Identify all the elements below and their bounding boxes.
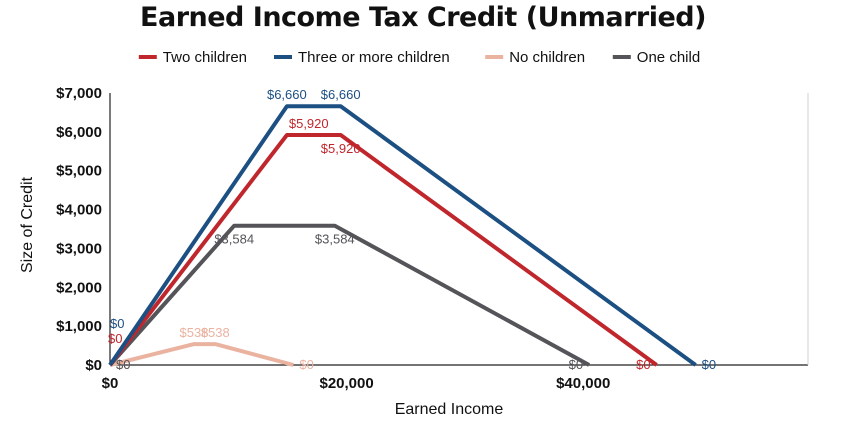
y-tick-label: $1,000 [56,318,102,335]
data-label: $0 [108,331,122,346]
data-labels: $0$5,920$5,920$0$0$6,660 $6,660$0$0$538$5… [108,87,716,372]
legend-item: Two children [138,49,247,66]
legend-label: Three or more children [298,49,450,66]
y-tick-label: $6,000 [56,124,102,141]
series-lines [108,104,697,367]
series-line-two-children [108,133,658,367]
data-label: $0 [636,357,650,372]
x-tick-label: $40,000 [556,375,610,392]
data-label: $5,920 [321,141,361,156]
data-label: $5,920 [289,116,329,131]
y-tick-label: $7,000 [56,85,102,102]
data-label: $0 [110,316,124,331]
data-label: $538 [180,325,209,340]
y-tick-label: $5,000 [56,163,102,180]
legend-label: Two children [163,49,247,66]
data-label: $538 [201,325,230,340]
y-tick-label: $4,000 [56,202,102,219]
data-label: $0 [116,357,130,372]
y-tick-label: $3,000 [56,240,102,257]
x-tick-label: $20,000 [319,375,373,392]
data-label: $0 [569,357,583,372]
chart-title: Earned Income Tax Credit (Unmarried) [140,2,706,33]
y-tick-label: $0 [85,357,102,374]
y-tick-label: $2,000 [56,279,102,296]
legend-label: No children [509,49,585,66]
axes: $0 $1,000 $2,000 $3,000 $4,000 $5,000 $6,000 $7… [56,85,809,392]
legend-item: No children [485,49,585,66]
data-label: $0 [299,357,313,372]
data-label: $3,584 [315,232,355,247]
data-label: $6,660 [267,87,307,102]
legend-label: One child [637,49,700,66]
data-label: $0 [116,357,130,372]
series-line-three-or-more-children [108,104,697,367]
legend: Two children Three or more children No chi… [138,49,700,66]
data-label: $0 [702,357,716,372]
series-line-one-child [108,223,591,367]
legend-item: One child [612,49,700,66]
y-axis-title: Size of Credit [19,176,36,273]
x-tick-label: $0 [102,375,119,392]
data-label: $6,660 [321,87,361,102]
data-label: $3,584 [214,232,254,247]
x-axis-title: Earned Income [395,401,504,418]
legend-item: Three or more children [274,49,450,66]
series-line-no-children [109,342,294,367]
